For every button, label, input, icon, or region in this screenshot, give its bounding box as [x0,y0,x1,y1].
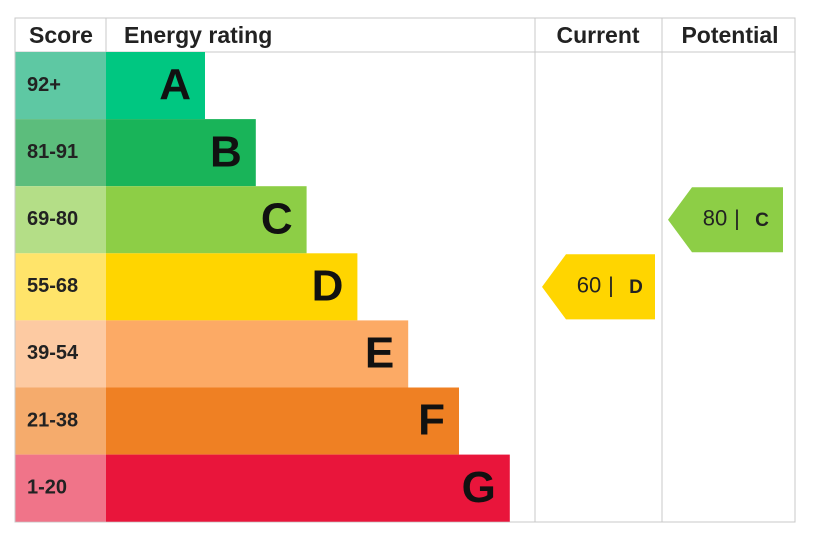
score-label: 55-68 [27,275,78,297]
rating-letter: E [365,329,394,378]
score-cell [15,52,106,120]
score-cell [15,119,106,187]
score-cell [15,186,106,254]
score-label: 81-91 [27,141,78,163]
table-border [14,17,796,523]
current-separator: | [608,273,614,298]
score-cell [15,320,106,388]
score-cell [15,454,106,522]
rating-bar [106,52,205,120]
rating-bar [106,186,307,254]
rating-bar [106,253,358,321]
score-label: 69-80 [27,208,78,230]
header-current: Current [556,22,639,48]
rating-letter: A [159,60,191,109]
current-arrow [542,254,655,320]
potential-letter: C [755,210,769,231]
current-letter: D [629,277,643,298]
rating-letter: F [418,396,445,445]
header-score: Score [29,22,93,48]
potential-arrow [668,187,783,253]
header-energy-rating: Energy rating [124,22,272,48]
rating-bar [106,119,256,187]
potential-separator: | [734,206,740,231]
rating-bar [106,454,510,522]
rating-letter: B [210,127,242,176]
score-cell [15,253,106,321]
current-value: 60 [577,273,601,298]
rating-bar [106,387,459,455]
rating-bar [106,320,409,388]
score-label: 92+ [27,74,61,96]
rating-letter: D [312,261,344,310]
rating-letter: C [261,194,293,243]
potential-value: 80 [703,206,727,231]
rating-letter: G [462,463,496,512]
score-label: 1-20 [27,476,67,498]
score-label: 39-54 [27,342,79,364]
header-potential: Potential [681,22,778,48]
score-cell [15,387,106,455]
score-label: 21-38 [27,409,78,431]
